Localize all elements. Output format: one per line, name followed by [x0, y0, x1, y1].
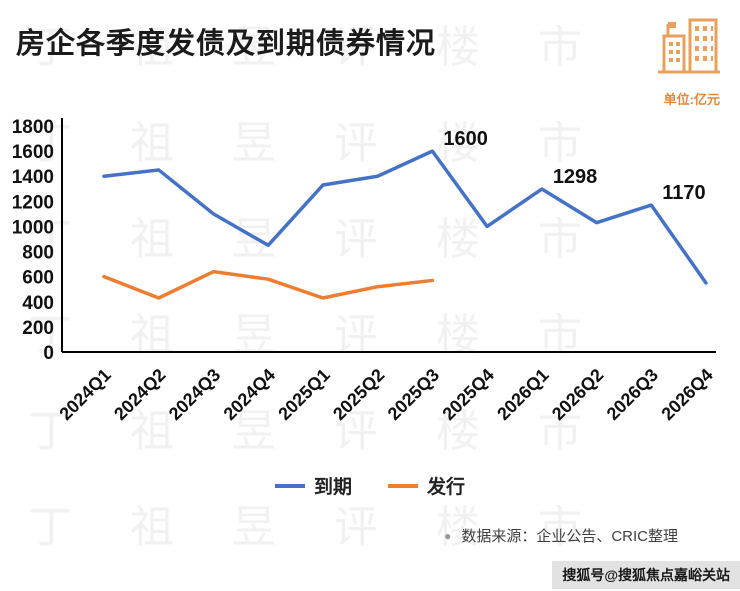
bottom-right-watermark: 搜狐号@搜狐焦点嘉峪关站: [552, 561, 740, 589]
x-tick-label: 2025Q1: [274, 365, 333, 424]
data-source: ● 数据来源：企业公告、CRIC整理: [0, 525, 740, 546]
data-label: 1170: [662, 182, 705, 204]
y-tick-label: 0: [43, 343, 54, 364]
x-tick-label: 2026Q3: [603, 365, 662, 424]
x-tick-label: 2025Q2: [329, 365, 388, 424]
x-tick-label: 2025Q3: [384, 365, 443, 424]
header: 房企各季度发债及到期债券情况: [0, 0, 740, 87]
y-tick-label: 1800: [12, 117, 54, 138]
x-tick-label: 2025Q4: [438, 365, 497, 424]
y-tick-label: 200: [22, 318, 54, 339]
x-tick-label: 2024Q4: [220, 365, 279, 424]
series-line: [102, 269, 435, 300]
data-source-text: 数据来源：企业公告、CRIC整理: [461, 528, 678, 545]
x-tick-label: 2024Q3: [165, 365, 224, 424]
legend-swatch: [388, 483, 418, 488]
x-tick-label: 2026Q4: [657, 365, 716, 424]
buildings-icon: [654, 12, 724, 87]
y-tick-label: 400: [22, 293, 54, 314]
x-tick-label: 2026Q2: [548, 365, 607, 424]
chart-area: 0 200 400 600 800 1000 1200 1400 1600 1800 2024Q1 2…: [0, 110, 740, 460]
x-tick-label: 2026Q1: [493, 365, 552, 424]
bullet-icon: ●: [444, 528, 452, 543]
y-tick-label: 800: [22, 243, 54, 264]
y-tick-label: 1200: [12, 192, 54, 213]
legend-item: 到期: [274, 472, 352, 499]
y-tick-label: 600: [22, 268, 54, 289]
legend-item: 发行: [388, 472, 465, 499]
page-title: 房企各季度发债及到期债券情况: [16, 28, 437, 60]
legend-label: 到期: [313, 477, 352, 498]
y-tick-label: 1000: [12, 217, 54, 238]
unit-label: 单位:亿元: [663, 92, 720, 107]
legend-label: 发行: [427, 477, 466, 498]
line-chart: 0200400600800100012001400160018002024Q12…: [12, 117, 717, 424]
chart-legend: 到期 发行: [0, 472, 740, 499]
y-tick-label: 1600: [12, 142, 54, 163]
y-tick-label: 1400: [12, 167, 54, 188]
series-line: [102, 149, 708, 285]
data-label: 1600: [443, 128, 488, 150]
data-label: 1298: [553, 166, 598, 188]
x-tick-label: 2024Q1: [55, 365, 114, 424]
x-tick-label: 2024Q2: [110, 365, 169, 424]
legend-swatch: [274, 483, 305, 488]
